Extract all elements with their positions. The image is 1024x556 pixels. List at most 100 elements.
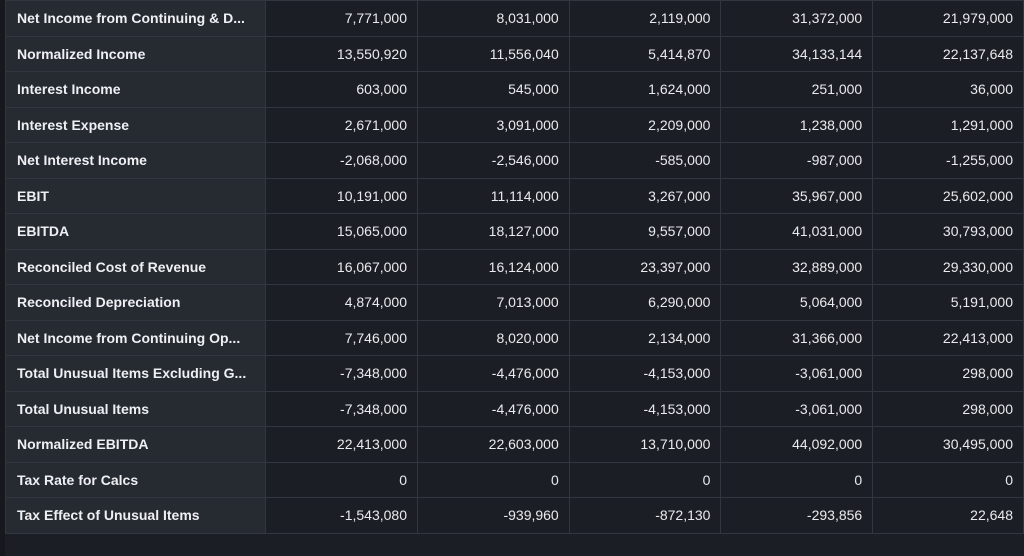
row-label: Normalized EBITDA [5,426,267,463]
row-value-cell: -3,061,000 [720,355,874,392]
row-value-cell: 3,267,000 [569,178,722,214]
row-value-cell: 10,191,000 [265,178,418,214]
row-value-cell: 11,114,000 [417,178,570,214]
table-row: Reconciled Cost of Revenue 16,067,000 16,1… [5,249,1024,285]
row-value-cell: 1,624,000 [569,71,722,108]
row-value-cell: 251,000 [720,71,874,108]
row-label: EBIT [5,178,267,214]
table-row: Net Interest Income -2,068,000 -2,546,000-… [5,142,1024,179]
row-value-cell: 41,031,000 [720,213,874,250]
row-label: Net Income from Continuing Op... [5,320,267,356]
row-value-cell: 4,874,000 [265,284,418,321]
row-value-cell: -1,543,080 [265,497,418,534]
row-value-cell: -1,255,000 [872,142,1024,179]
table-row: Reconciled Depreciation 4,874,000 7,013,00… [5,284,1024,321]
row-value-cell: -4,476,000 [417,355,570,392]
row-value-cell: 2,134,000 [569,320,722,356]
scroll-edge [0,0,5,556]
row-value-cell: -872,130 [569,497,722,534]
row-value-cell: 5,064,000 [720,284,874,321]
row-value-cell: 298,000 [872,391,1024,427]
row-value-cell: 9,557,000 [569,213,722,250]
row-value-cell: 8,020,000 [417,320,570,356]
row-value-cell: -4,476,000 [417,391,570,427]
table-row: EBIT 10,191,000 11,114,000 3,267,000 35,967,… [5,178,1024,214]
row-value-cell: 0 [872,462,1024,498]
table-row: Total Unusual Items -7,348,000 -4,476,000 -… [5,391,1024,427]
row-value-cell: 31,372,000 [720,0,874,37]
row-value-cell: -2,068,000 [265,142,418,179]
row-label: Interest Income [5,71,267,108]
row-value-cell: 23,397,000 [569,249,722,285]
row-value-cell: 44,092,000 [720,426,874,463]
row-value-cell: 603,000 [265,71,418,108]
table-row: Normalized Income 13,550,920 11,556,040 5,4… [5,36,1024,72]
row-value-cell: 31,366,000 [720,320,874,356]
row-value-cell: 13,550,920 [265,36,418,72]
row-value-cell: 1,238,000 [720,107,874,143]
row-value-cell: -293,856 [720,497,874,534]
row-value-cell: 22,648 [872,497,1024,534]
row-label: Tax Effect of Unusual Items [5,497,267,534]
table-row: Normalized EBITDA 22,413,000 22,603,000 13,… [5,426,1024,463]
table-row: Tax Rate for Calcs 0 0 0 0 0 [5,462,1024,498]
row-value-cell: 1,291,000 [872,107,1024,143]
row-value-cell: 16,067,000 [265,249,418,285]
row-value-cell: 30,793,000 [872,213,1024,250]
financials-table-container: Net Income from Continuing & D... 7,771,0… [5,0,1024,556]
row-value-cell: -939,960 [417,497,570,534]
table-row: Interest Income 603,000 545,000 1,624,000 25… [5,71,1024,108]
row-label: Tax Rate for Calcs [5,462,267,498]
row-value-cell: -987,000 [720,142,874,179]
row-value-cell: 22,413,000 [872,320,1024,356]
row-value-cell: 6,290,000 [569,284,722,321]
row-value-cell: 3,091,000 [417,107,570,143]
row-value-cell: 22,137,648 [872,36,1024,72]
row-value-cell: 7,013,000 [417,284,570,321]
row-value-cell: 11,556,040 [417,36,570,72]
row-label: Net Interest Income [5,142,267,179]
row-label: Total Unusual Items [5,391,267,427]
row-value-cell: 30,495,000 [872,426,1024,463]
row-value-cell: 16,124,000 [417,249,570,285]
row-value-cell: 29,330,000 [872,249,1024,285]
table-row: Total Unusual Items Excluding G... -7,348… [5,355,1024,392]
row-value-cell: 22,413,000 [265,426,418,463]
row-value-cell: 34,133,144 [720,36,874,72]
row-value-cell: 0 [417,462,570,498]
row-value-cell: 7,746,000 [265,320,418,356]
row-value-cell: 0 [569,462,722,498]
row-label: Total Unusual Items Excluding G... [5,355,267,392]
row-value-cell: -7,348,000 [265,391,418,427]
table-body: Net Income from Continuing & D... 7,771,0… [5,0,1024,534]
row-value-cell: 0 [720,462,874,498]
row-value-cell: 5,191,000 [872,284,1024,321]
row-label: Normalized Income [5,36,267,72]
row-value-cell: 21,979,000 [872,0,1024,37]
row-value-cell: -2,546,000 [417,142,570,179]
table-row: EBITDA 15,065,000 18,127,000 9,557,000 41,03… [5,213,1024,250]
row-value-cell: -4,153,000 [569,355,722,392]
row-value-cell: -585,000 [569,142,722,179]
row-value-cell: 7,771,000 [265,0,418,37]
row-value-cell: 25,602,000 [872,178,1024,214]
row-value-cell: -7,348,000 [265,355,418,392]
row-label: Net Income from Continuing & D... [5,0,267,37]
row-label: EBITDA [5,213,267,250]
table-row: Net Income from Continuing Op... 7,746,00… [5,320,1024,356]
row-value-cell: 0 [265,462,418,498]
row-value-cell: 5,414,870 [569,36,722,72]
row-value-cell: 36,000 [872,71,1024,108]
row-value-cell: 32,889,000 [720,249,874,285]
row-label: Reconciled Depreciation [5,284,267,321]
row-value-cell: -3,061,000 [720,391,874,427]
row-value-cell: 545,000 [417,71,570,108]
row-value-cell: 22,603,000 [417,426,570,463]
row-value-cell: 2,671,000 [265,107,418,143]
row-label: Reconciled Cost of Revenue [5,249,267,285]
row-value-cell: 15,065,000 [265,213,418,250]
table-row: Net Income from Continuing & D... 7,771,0… [5,0,1024,37]
financials-table: Net Income from Continuing & D... 7,771,0… [5,0,1024,534]
row-value-cell: 8,031,000 [417,0,570,37]
table-row: Tax Effect of Unusual Items -1,543,080 -93… [5,497,1024,534]
